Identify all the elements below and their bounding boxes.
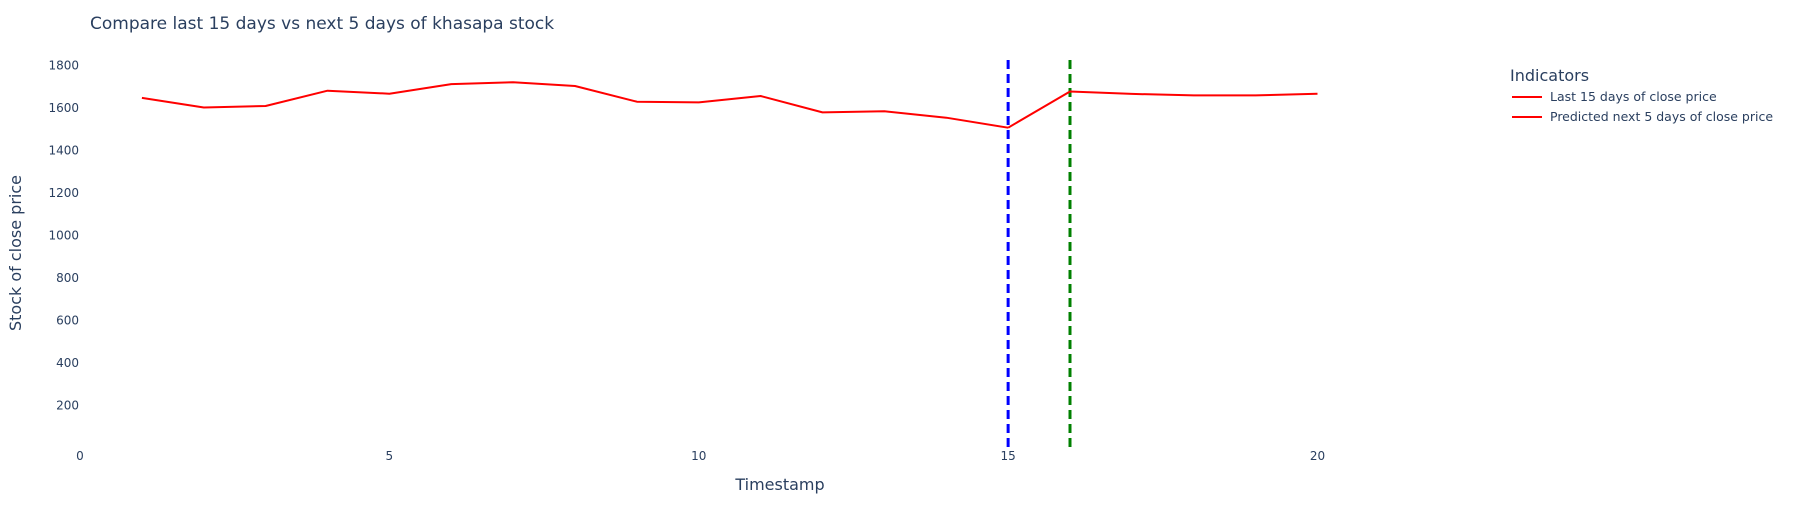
x-axis-ticks: 0 5 10 15 20 xyxy=(76,449,1325,463)
x-tick-label: 20 xyxy=(1310,449,1325,463)
y-tick-label: 800 xyxy=(56,271,79,285)
legend[interactable]: Indicators Last 15 days of close price P… xyxy=(1510,66,1773,124)
vertical-markers xyxy=(1006,60,1072,448)
y-tick-label: 400 xyxy=(56,356,79,370)
x-tick-label: 10 xyxy=(691,449,706,463)
y-axis-title: Stock of close price xyxy=(6,175,25,331)
y-axis-ticks: 200 400 600 800 1000 1200 1400 1600 1800 xyxy=(48,59,79,413)
x-axis-title: Timestamp xyxy=(734,475,824,494)
chart-title: Compare last 15 days vs next 5 days of k… xyxy=(90,14,554,34)
y-tick-label: 1600 xyxy=(48,101,79,115)
y-tick-label: 1200 xyxy=(48,186,79,200)
x-tick-label: 15 xyxy=(1000,449,1015,463)
y-tick-label: 1800 xyxy=(48,59,79,73)
y-tick-label: 1000 xyxy=(48,229,79,243)
y-tick-label: 600 xyxy=(56,314,79,328)
series-line-0[interactable] xyxy=(141,81,1009,129)
legend-title: Indicators xyxy=(1510,66,1589,85)
series-lines xyxy=(141,81,1318,129)
y-tick-label: 200 xyxy=(56,399,79,413)
y-tick-label: 1400 xyxy=(48,144,79,158)
legend-item-predicted-5[interactable]: Predicted next 5 days of close price xyxy=(1550,109,1773,124)
legend-item-last-15[interactable]: Last 15 days of close price xyxy=(1550,89,1717,104)
x-tick-label: 0 xyxy=(76,449,84,463)
series-line-1[interactable] xyxy=(1007,90,1318,129)
x-tick-label: 5 xyxy=(386,449,394,463)
